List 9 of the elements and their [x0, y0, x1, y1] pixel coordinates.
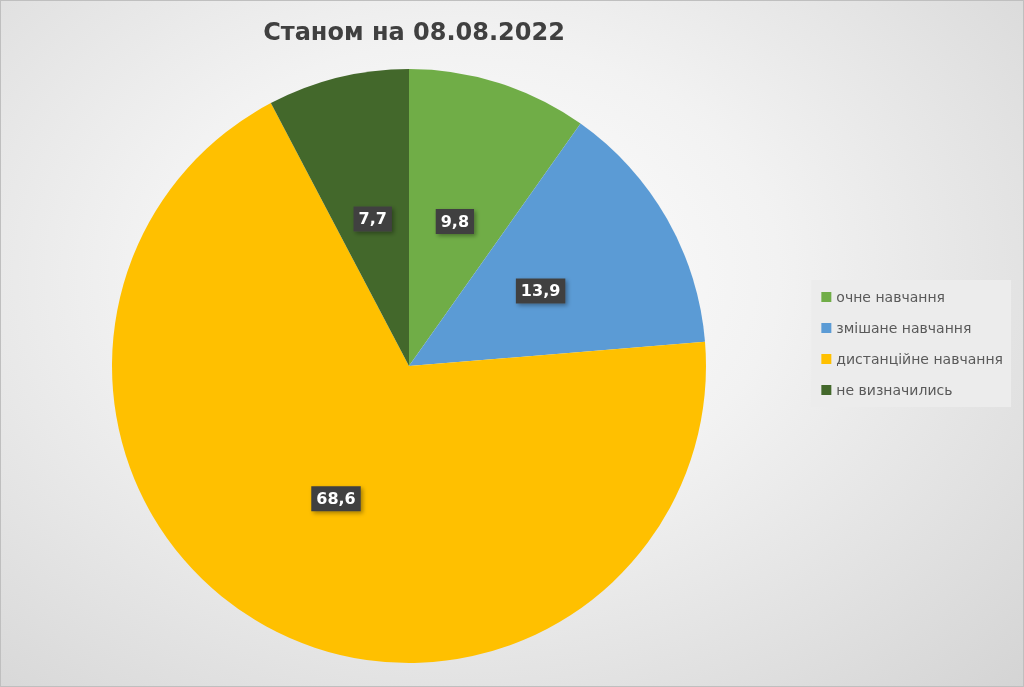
- legend-label: не визначились: [836, 382, 953, 398]
- data-label: 68,6: [316, 489, 356, 509]
- data-label: 9,8: [440, 212, 470, 232]
- legend-label: змішане навчання: [836, 320, 972, 336]
- legend-label: очне навчання: [836, 289, 945, 305]
- data-label: 7,7: [358, 209, 387, 229]
- data-label: 13,9: [520, 281, 561, 301]
- chart-title: Станом на 08.08.2022: [263, 18, 565, 46]
- legend-label: дистанційне навчання: [836, 351, 1004, 367]
